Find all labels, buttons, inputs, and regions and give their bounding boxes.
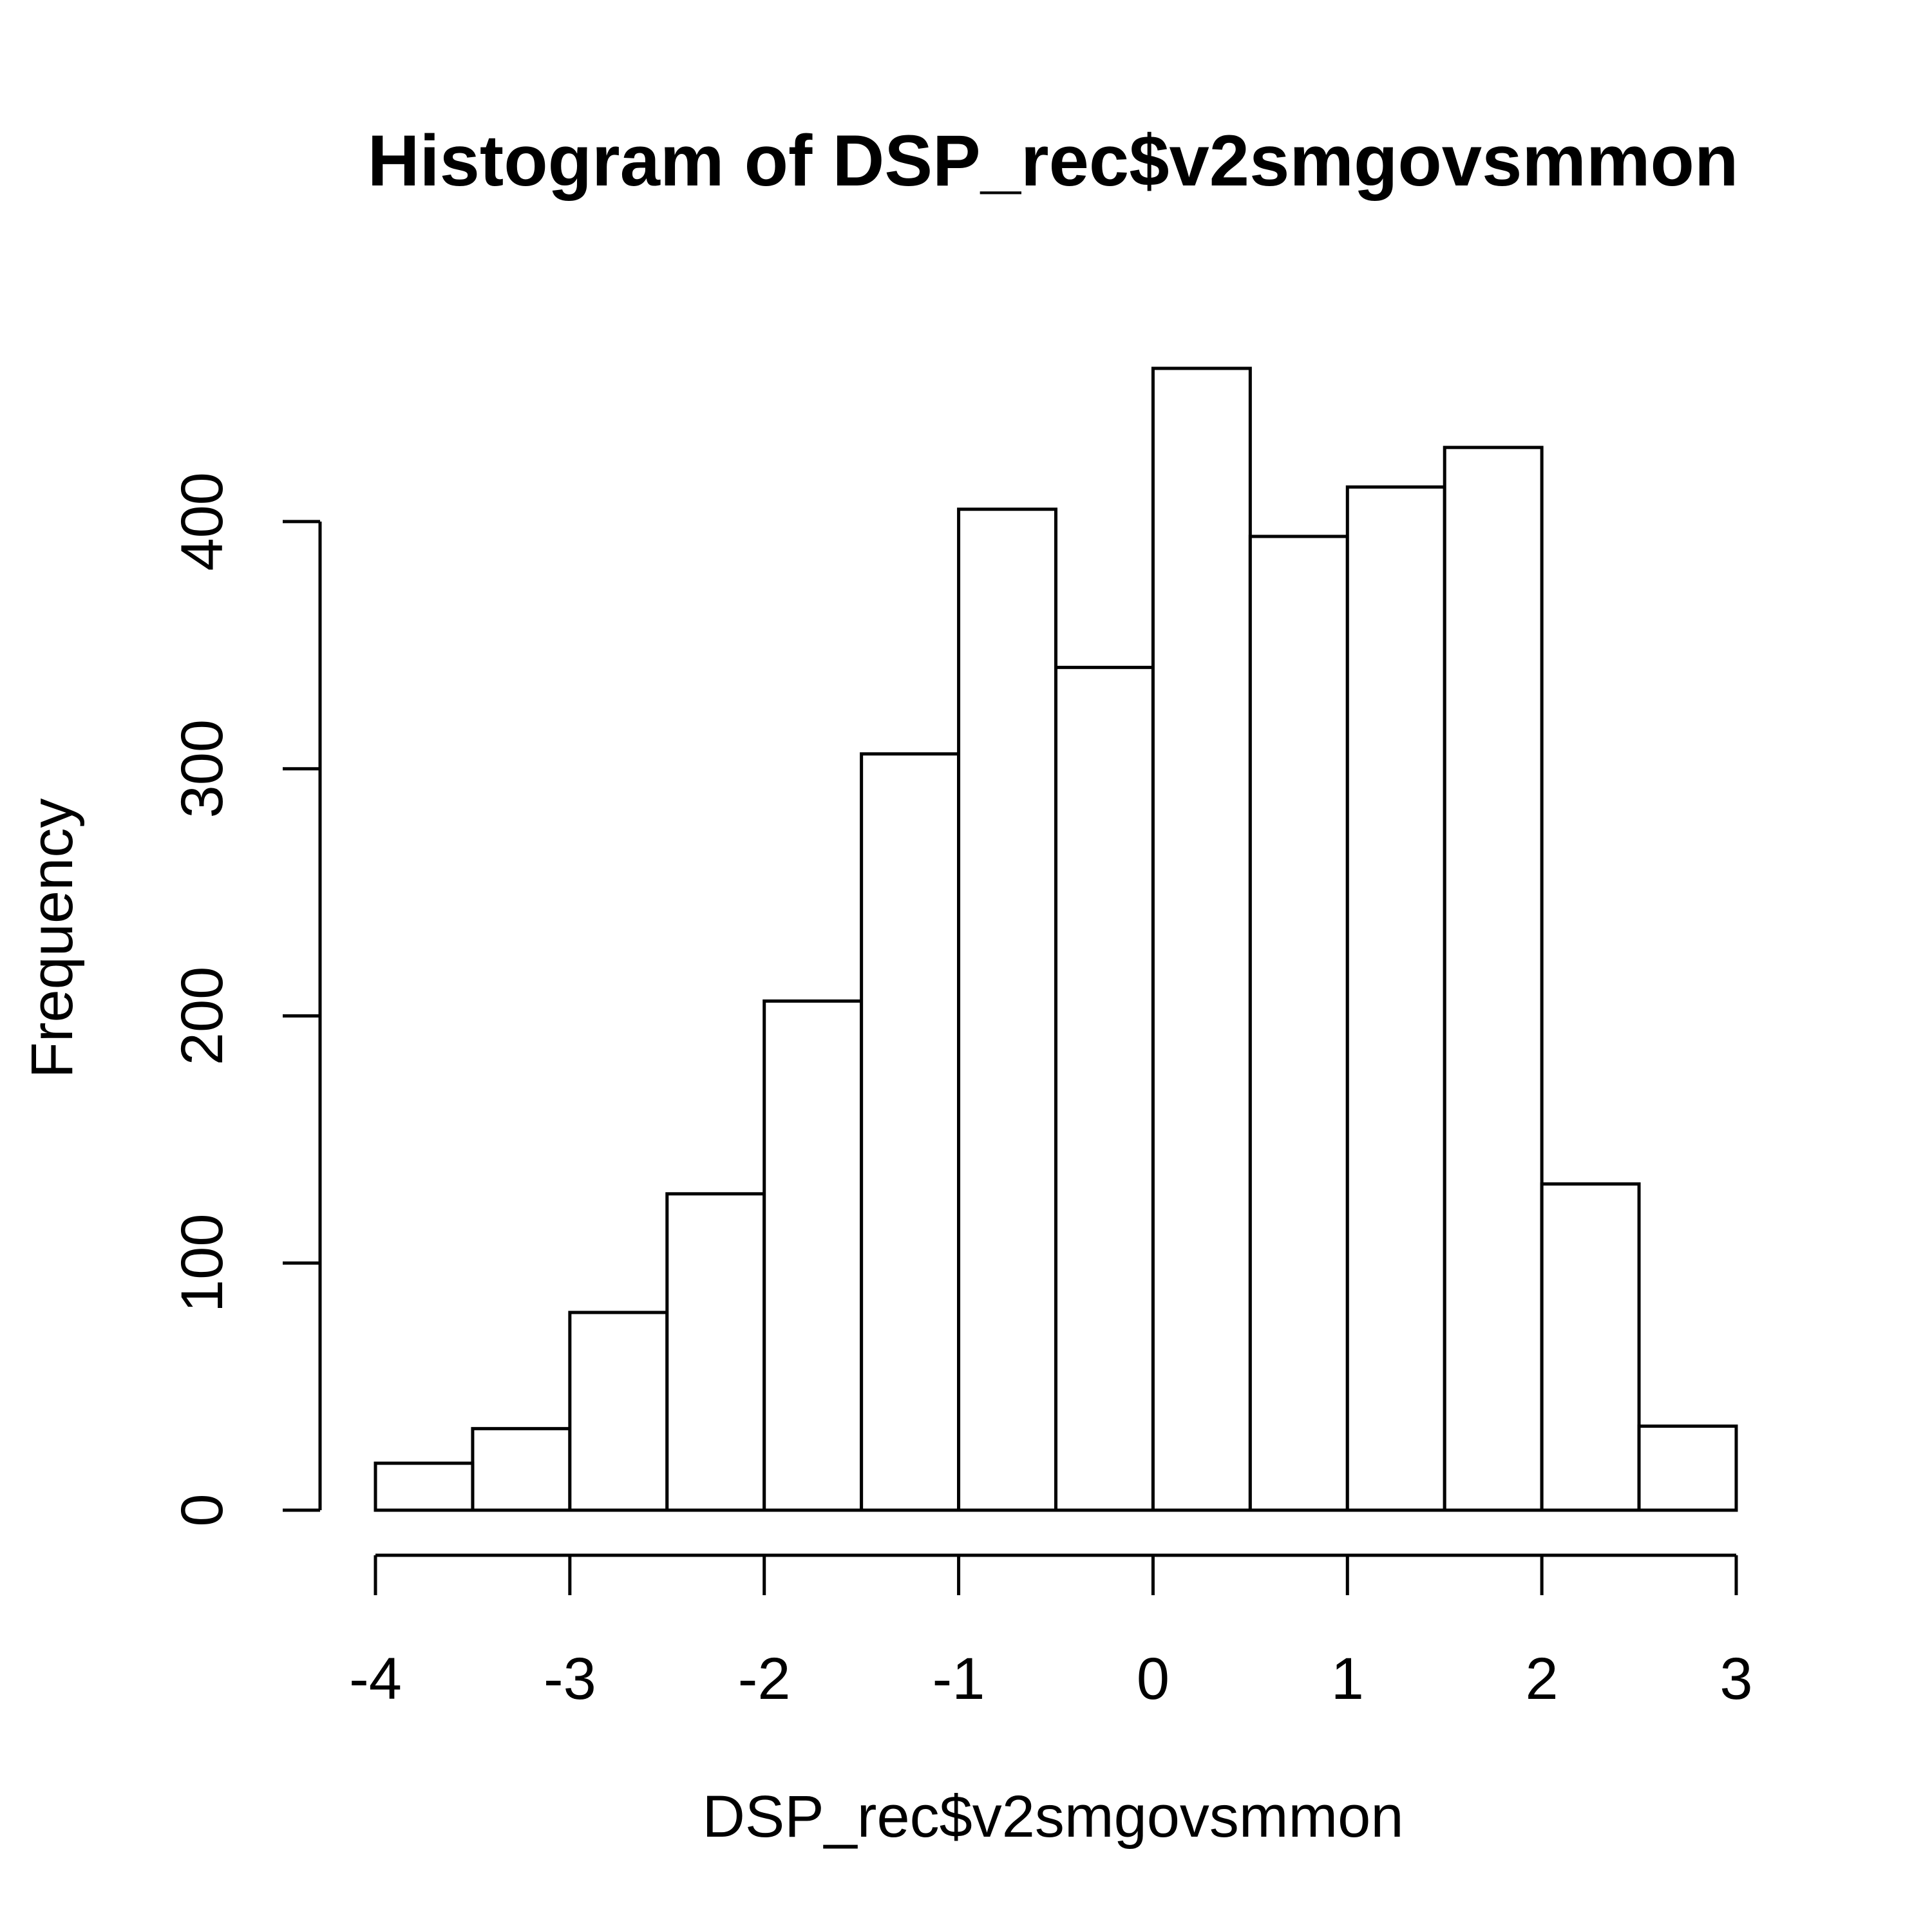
x-axis: -4 -3 -2 -1 0 1 2 3: [349, 1553, 1753, 1712]
x-tick-label: -1: [933, 1646, 985, 1712]
x-tick-label: 3: [1719, 1646, 1752, 1712]
y-tick-label: 300: [169, 719, 235, 819]
histogram-bar: [1248, 535, 1349, 1512]
histogram-bar: [1151, 366, 1252, 1512]
y-tick-label: 100: [169, 1213, 235, 1312]
histogram-bar: [374, 1461, 475, 1512]
x-tick-label: -2: [738, 1646, 791, 1712]
histogram-bar: [1345, 485, 1446, 1512]
histogram-bar: [1637, 1425, 1738, 1512]
histogram-bar: [1540, 1182, 1641, 1512]
histogram-bar: [957, 507, 1057, 1512]
x-tick-label: -3: [544, 1646, 596, 1712]
x-axis-title: DSP_rec$v2smgovsmmon: [702, 1784, 1403, 1850]
histogram-bar: [568, 1311, 669, 1512]
chart-title: Histogram of DSP_rec$v2smgovsmmon: [368, 120, 1739, 201]
histogram-bar: [471, 1426, 572, 1512]
histogram-bar: [860, 752, 961, 1512]
x-tick-label: 1: [1331, 1646, 1364, 1712]
y-tick-label: 400: [169, 472, 235, 571]
y-tick-label: 200: [169, 967, 235, 1066]
x-tick-label: 2: [1526, 1646, 1558, 1712]
x-tick-label: 0: [1137, 1646, 1170, 1712]
x-tick-label: -4: [349, 1646, 402, 1712]
histogram-bar: [1443, 446, 1544, 1512]
histogram-bar: [1054, 665, 1155, 1512]
y-tick-label: 0: [169, 1493, 235, 1526]
histogram-bars: [374, 366, 1738, 1512]
y-axis: 0 100 200 300 400: [169, 472, 322, 1527]
histogram-bar: [665, 1192, 766, 1512]
y-axis-title: Frequency: [19, 799, 85, 1079]
histogram-bar: [762, 999, 864, 1512]
